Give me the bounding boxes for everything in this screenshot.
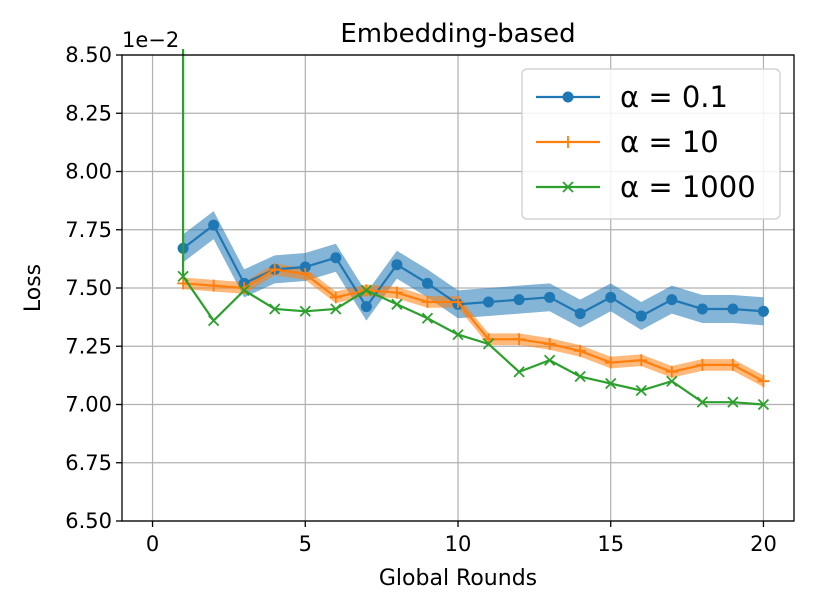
point-x — [757, 398, 770, 411]
legend-label-circle: α = 0.1 — [620, 80, 728, 114]
point-plus — [299, 268, 312, 281]
point-plus — [757, 375, 770, 388]
point-x — [177, 270, 189, 282]
point-x — [360, 284, 373, 296]
offset-text: 1e−2 — [122, 28, 179, 52]
y-tick-label: 6.75 — [65, 451, 112, 475]
x-tick-label: 20 — [750, 532, 777, 556]
point-x — [727, 396, 739, 408]
point-plus — [452, 295, 464, 308]
y-tick-label: 7.00 — [65, 393, 112, 417]
x-tick-label: 0 — [146, 532, 159, 556]
legend-box — [521, 68, 781, 220]
point-x — [330, 303, 342, 315]
point-circle — [330, 252, 342, 264]
series-lines — [177, 49, 770, 411]
point-x — [635, 384, 647, 397]
axis-ticks: 0 5 10 15 20 6.50 6.75 7.00 7.25 7.50 7.75 8.00 8.25… — [65, 43, 777, 556]
point-plus — [665, 365, 678, 378]
y-tick-label: 6.50 — [65, 509, 112, 533]
point-x — [299, 305, 311, 317]
point-x — [482, 338, 495, 350]
point-x — [696, 396, 709, 408]
legend-label-plus: α = 10 — [620, 125, 719, 159]
point-plus — [390, 286, 403, 299]
point-circle — [208, 219, 220, 231]
band-circle — [183, 211, 764, 330]
point-plus — [635, 354, 648, 367]
point-circle — [696, 303, 708, 315]
legend-marker-circle — [562, 91, 574, 103]
point-circle — [574, 308, 586, 320]
chart-title: Embedding-based — [340, 19, 575, 49]
point-plus — [238, 282, 251, 294]
legend: α = 0.1 α = 10 α = 1000 — [521, 68, 781, 220]
x-tick-label: 5 — [299, 532, 312, 556]
legend-marker-x — [562, 181, 574, 193]
point-x — [269, 303, 281, 315]
point-plus — [207, 279, 220, 292]
band-plus — [183, 263, 764, 388]
y-tick-label: 8.25 — [65, 101, 112, 125]
point-circle — [605, 291, 617, 303]
y-axis-label: Loss — [21, 264, 46, 312]
point-x — [574, 370, 586, 383]
point-plus — [421, 295, 434, 308]
point-circle — [666, 294, 678, 306]
point-plus — [268, 263, 281, 276]
confidence-bands — [183, 211, 764, 388]
x-tick-label: 10 — [445, 532, 472, 556]
point-plus — [574, 344, 587, 357]
point-plus — [726, 358, 739, 371]
point-x — [452, 328, 464, 341]
point-x — [666, 375, 678, 387]
legend-marker-plus — [562, 136, 574, 148]
point-circle — [757, 305, 769, 317]
plot-frame — [121, 54, 795, 522]
legend-label-x: α = 1000 — [620, 170, 756, 204]
point-plus — [696, 358, 709, 371]
point-circle — [483, 296, 495, 308]
point-x — [513, 366, 525, 378]
y-tick-label: 7.75 — [65, 218, 112, 242]
y-tick-label: 7.25 — [65, 334, 112, 358]
point-plus — [604, 356, 617, 369]
point-circle — [299, 261, 311, 273]
y-tick-label: 8.00 — [65, 160, 112, 184]
y-tick-label: 8.50 — [65, 43, 112, 67]
point-x — [605, 377, 617, 390]
point-x — [543, 354, 556, 366]
point-plus — [513, 333, 526, 346]
point-x — [391, 298, 403, 310]
point-x — [238, 284, 250, 296]
point-circle — [544, 291, 556, 303]
y-tick-label: 7.50 — [65, 276, 112, 300]
x-tick-label: 15 — [597, 532, 624, 556]
point-circle — [635, 310, 647, 322]
point-x — [421, 312, 434, 324]
point-circle — [513, 294, 525, 306]
point-plus — [329, 291, 342, 304]
point-plus — [543, 337, 556, 350]
point-circle — [727, 303, 739, 315]
point-x — [207, 314, 220, 327]
point-circle — [360, 301, 372, 313]
point-circle — [421, 277, 433, 289]
point-circle — [391, 259, 403, 271]
x-axis-label: Global Rounds — [379, 566, 537, 591]
